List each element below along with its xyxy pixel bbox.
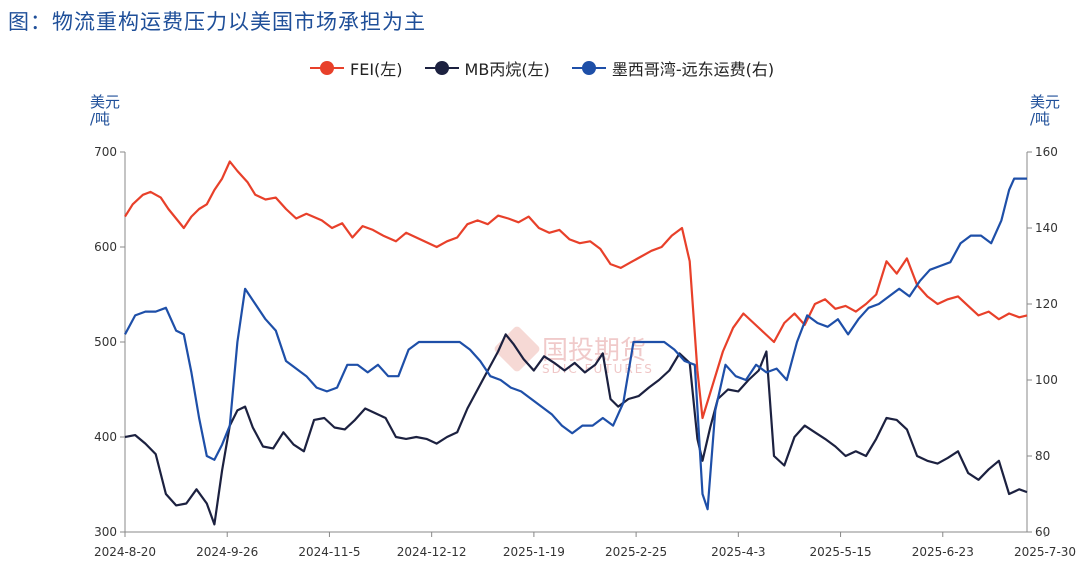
x-tick-label: 2024-9-26 [196, 545, 258, 559]
series-line-1 [124, 333, 1028, 526]
right-y-tick-label: 160 [1035, 145, 1058, 159]
left-y-tick-label: 700 [94, 145, 117, 159]
x-tick-label: 2025-1-19 [503, 545, 565, 559]
left-y-tick-label: 300 [94, 525, 117, 539]
legend-label-fei: FEI(左) [350, 60, 403, 79]
legend-label-freight: 墨西哥湾-远东运费(右) [611, 60, 775, 79]
chart-title: 图：物流重构运费压力以美国市场承担为主 [8, 10, 426, 34]
right-axis-unit: 美元 /吨 [1030, 93, 1061, 128]
x-tick-label: 2024-11-5 [298, 545, 360, 559]
right-y-tick-label: 100 [1035, 373, 1058, 387]
x-tick-label: 2024-8-20 [94, 545, 156, 559]
series-line-2 [124, 177, 1027, 511]
right-y-tick-label: 140 [1035, 221, 1058, 235]
x-tick-label: 2025-6-23 [912, 545, 974, 559]
left-axis-unit: 美元 /吨 [90, 93, 121, 128]
legend-item-mb-propane[interactable]: MB丙烷(左) [424, 56, 550, 80]
x-tick-label: 2024-12-12 [397, 545, 467, 559]
chart-legend: FEI(左) MB丙烷(左) 墨西哥湾-远东运费(右) [310, 56, 774, 80]
watermark: 国投期货 [492, 324, 647, 373]
x-tick-label: 2025-2-25 [605, 545, 667, 559]
right-y-tick-label: 120 [1035, 297, 1058, 311]
legend-item-freight[interactable]: 墨西哥湾-远东运费(右) [571, 56, 775, 80]
left-y-tick-label: 600 [94, 240, 117, 254]
watermark-brand: 国投期货 [542, 336, 647, 366]
legend-label-mb-propane: MB丙烷(左) [464, 60, 550, 79]
right-y-tick-label: 80 [1035, 449, 1050, 463]
left-y-tick-label: 500 [94, 335, 117, 349]
left-y-tick-label: 400 [94, 430, 117, 444]
legend-item-fei[interactable]: FEI(左) [310, 56, 403, 80]
right-y-tick-label: 60 [1035, 525, 1050, 539]
x-tick-label: 2025-5-15 [810, 545, 872, 559]
x-tick-label: 2025-4-3 [711, 545, 765, 559]
legend-marker-fei [310, 61, 344, 75]
x-tick-label: 2025-7-30 [1014, 545, 1076, 559]
legend-marker-freight [571, 61, 606, 75]
series-line-0 [124, 160, 1028, 420]
legend-marker-mb-propane [424, 61, 459, 75]
